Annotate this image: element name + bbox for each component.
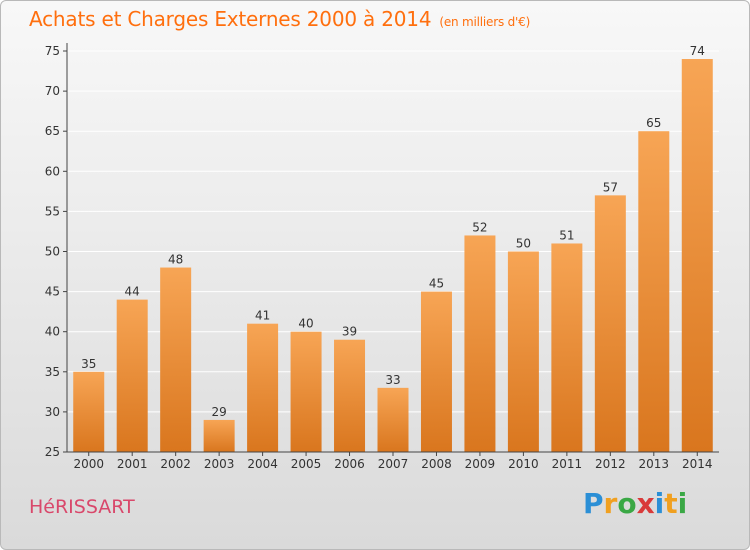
logo-letter: i [677, 487, 688, 520]
y-tick-label: 70 [45, 84, 60, 98]
proxiti-logo[interactable]: Proxiti [583, 487, 687, 520]
bar-2004 [247, 323, 279, 452]
x-tick-label-2011: 2011 [552, 457, 583, 471]
x-tick-label-2010: 2010 [508, 457, 539, 471]
y-tick-label: 60 [45, 164, 60, 178]
y-tick-label: 25 [45, 445, 60, 459]
x-tick-label-2005: 2005 [291, 457, 322, 471]
y-tick-label: 40 [45, 325, 60, 339]
data-label-2009: 52 [472, 220, 487, 234]
data-label-2001: 44 [125, 285, 140, 299]
x-tick-label-2007: 2007 [378, 457, 409, 471]
data-label-2005: 40 [298, 317, 313, 331]
logo-letter: t [664, 487, 678, 520]
title-text: Achats et Charges Externes 2000 à 2014 [29, 7, 432, 31]
chart-subtitle: (en milliers d'€) [439, 15, 531, 29]
x-tick-label-2012: 2012 [595, 457, 626, 471]
bar-2001 [116, 299, 148, 452]
data-label-2006: 39 [342, 325, 357, 339]
bar-2005 [290, 331, 322, 452]
data-label-2010: 50 [516, 237, 531, 251]
y-axis: 25 30 35 40 45 50 55 60 65 70 75 [45, 43, 68, 459]
logo-letter: r [603, 487, 618, 520]
x-tick-label-2008: 2008 [421, 457, 452, 471]
x-tick-label-2002: 2002 [160, 457, 191, 471]
data-label-2013: 65 [646, 116, 661, 130]
bar-2003 [203, 419, 235, 452]
bar-2010 [507, 251, 539, 452]
x-tick-label-2004: 2004 [247, 457, 278, 471]
data-labels: 35 44 48 29 41 40 39 33 45 52 50 51 57 65 74 [81, 44, 705, 419]
data-label-2003: 29 [211, 405, 226, 419]
x-tick-label-2013: 2013 [639, 457, 670, 471]
logo-letter: x [636, 487, 655, 520]
x-tick-label-2001: 2001 [117, 457, 148, 471]
y-tick-label: 55 [45, 204, 60, 218]
y-tick-label: 65 [45, 124, 60, 138]
bar-2011 [551, 243, 583, 452]
bar-2014 [681, 59, 713, 453]
commune-name: HéRISSART [29, 496, 135, 518]
x-tick-label-2003: 2003 [204, 457, 235, 471]
y-tick-label: 50 [45, 245, 60, 259]
bars [73, 59, 713, 453]
logo-letter: P [583, 487, 604, 520]
x-axis: 2000 2001 2002 2003 2004 2005 2006 2007 2008 2009… [67, 451, 719, 471]
x-tick-label-2000: 2000 [73, 457, 104, 471]
x-tick-label-2006: 2006 [334, 457, 365, 471]
data-label-2014: 74 [690, 44, 705, 58]
y-tick-label: 75 [45, 44, 60, 58]
chart-title: Achats et Charges Externes 2000 à 2014 (e… [29, 7, 530, 31]
data-label-2000: 35 [81, 357, 96, 371]
logo-letter: i [654, 487, 665, 520]
bar-2000 [73, 371, 105, 452]
bar-2007 [377, 387, 409, 452]
data-label-2007: 33 [385, 373, 400, 387]
data-label-2004: 41 [255, 309, 270, 323]
data-label-2008: 45 [429, 277, 444, 291]
data-label-2012: 57 [603, 180, 618, 194]
logo-letter: o [617, 487, 637, 520]
data-label-2002: 48 [168, 253, 183, 267]
y-tick-label: 45 [45, 285, 60, 299]
bar-2009 [464, 235, 496, 452]
data-label-2011: 51 [559, 228, 574, 242]
bar-2013 [638, 131, 670, 452]
bar-2002 [160, 267, 192, 452]
bar-2012 [594, 195, 626, 453]
x-tick-label-2009: 2009 [465, 457, 496, 471]
x-tick-label-2014: 2014 [682, 457, 713, 471]
bar-2006 [334, 339, 366, 452]
bar-2008 [420, 291, 452, 452]
y-tick-label: 35 [45, 365, 60, 379]
y-tick-label: 30 [45, 405, 60, 419]
